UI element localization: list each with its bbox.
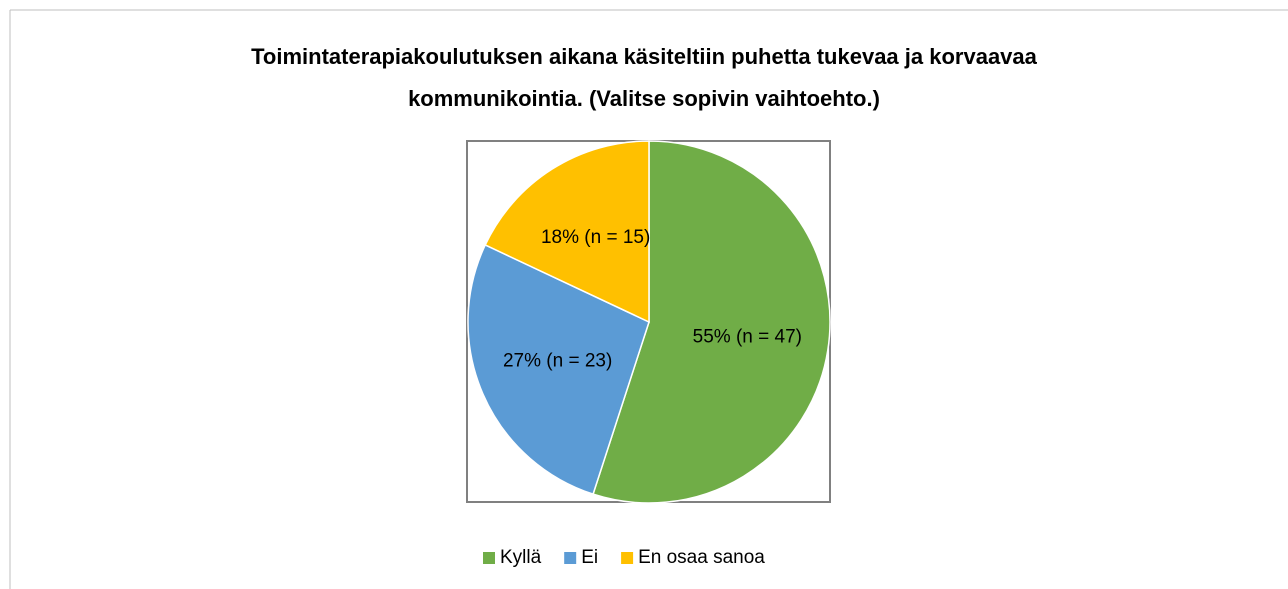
legend-swatch — [483, 552, 495, 564]
pie-slice — [467, 243, 650, 496]
data-label: 55% (n = 47) — [693, 327, 802, 348]
legend-label: Ei — [581, 547, 598, 568]
legend-swatch — [564, 552, 577, 564]
legend-label: Kyllä — [500, 547, 542, 568]
pie-slice — [592, 140, 831, 504]
data-label: 27% (n = 23) — [503, 351, 612, 372]
pie-slice — [484, 140, 650, 324]
legend-label: En osaa sanoa — [638, 547, 765, 568]
data-label: 18% (n = 15) — [541, 227, 650, 248]
legend-swatch — [621, 552, 634, 564]
chart-title: Toimintaterapiakoulutuksen aikana käsite… — [251, 44, 1037, 111]
